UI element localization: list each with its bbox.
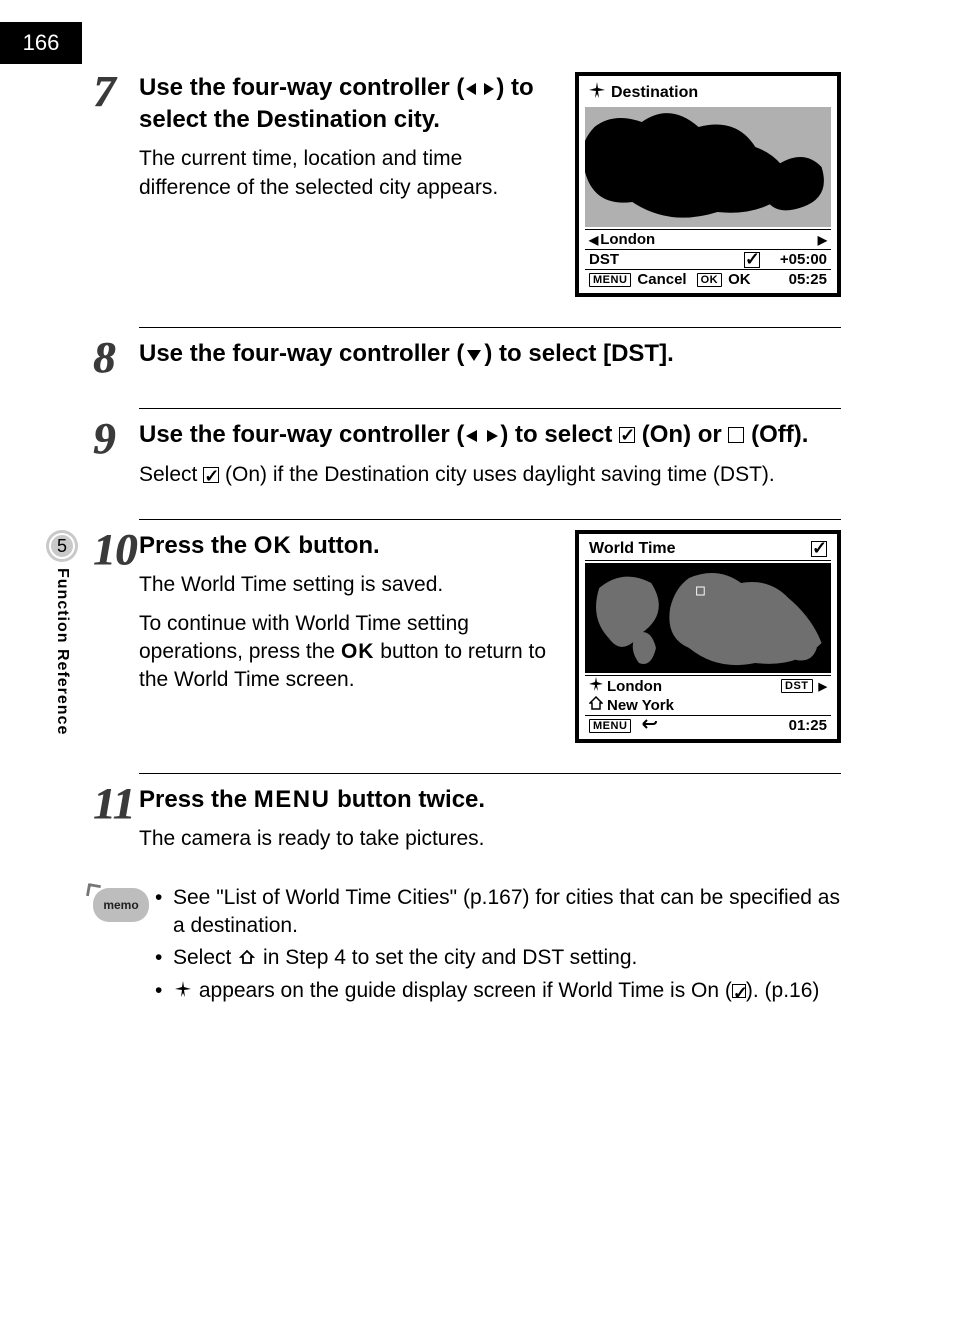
home-city: New York xyxy=(607,697,674,714)
step-8: 8 Use the four-way controller () to sele… xyxy=(93,338,841,378)
lcd-destination-screen: Destination ◀ xyxy=(575,72,841,297)
time-value: 05:25 xyxy=(789,271,827,288)
back-arrow-icon xyxy=(637,717,657,734)
memo-block: memo See "List of World Time Cities" (p.… xyxy=(93,884,841,1010)
lcd-bottom-row: MENU 01:25 xyxy=(585,715,831,735)
checkbox-checked-icon xyxy=(619,427,635,443)
memo-item-3: appears on the guide display screen if W… xyxy=(155,977,841,1006)
step-number: 8 xyxy=(93,338,139,378)
lcd-worldtime-screen: World Time xyxy=(575,530,841,743)
step-description: Select (On) if the Destination city uses… xyxy=(139,461,841,489)
lcd-dst-row: DST +05:00 xyxy=(585,249,831,269)
plane-icon xyxy=(589,677,603,695)
home-icon xyxy=(589,696,603,714)
plane-icon xyxy=(589,82,605,103)
home-icon xyxy=(239,945,255,973)
checkbox-checked-icon xyxy=(203,467,219,483)
dest-city: London xyxy=(607,678,662,695)
side-tab: 5 Function Reference xyxy=(40,530,84,735)
left-arrow-icon: ◀ xyxy=(589,233,598,247)
step-description: The camera is ready to take pictures. xyxy=(139,825,841,853)
step-9: 9 Use the four-way controller () to sele… xyxy=(93,419,841,490)
right-arrow-icon: ▶ xyxy=(819,680,827,693)
step-title: Press the OK button. xyxy=(139,530,557,561)
checkbox-checked-icon xyxy=(811,541,827,557)
left-right-arrows-icon xyxy=(466,420,498,451)
memo-icon: memo xyxy=(93,884,155,922)
down-arrow-icon xyxy=(466,339,482,370)
step-number: 11 xyxy=(93,784,139,824)
menu-badge: MENU xyxy=(589,719,631,733)
step-10: 10 Press the OK button. The World Time s… xyxy=(93,530,841,743)
lcd-home-row: New York xyxy=(585,696,831,715)
menu-badge: MENU xyxy=(589,273,631,287)
memo-item-1: See "List of World Time Cities" (p.167) … xyxy=(155,884,841,941)
cancel-label: Cancel xyxy=(637,271,686,288)
lcd-dest-row: London DST ▶ xyxy=(585,675,831,696)
step-number: 7 xyxy=(93,72,139,112)
step-description-2: To continue with World Time setting oper… xyxy=(139,610,557,695)
checkbox-checked-icon xyxy=(732,984,746,998)
ok-badge: OK xyxy=(697,273,723,287)
left-right-arrows-icon xyxy=(466,73,494,104)
time-offset: +05:00 xyxy=(780,251,827,268)
time-value: 01:25 xyxy=(789,717,827,734)
memo-item-2: Select in Step 4 to set the city and DST… xyxy=(155,944,841,973)
checkbox-checked-icon xyxy=(744,252,760,268)
chapter-badge: 5 xyxy=(46,530,78,562)
step-11: 11 Press the MENU button twice. The came… xyxy=(93,784,841,854)
step-number: 10 xyxy=(93,530,139,570)
lcd-world-map xyxy=(585,563,831,673)
step-title: Use the four-way controller () to select… xyxy=(139,72,557,135)
step-title: Use the four-way controller () to select… xyxy=(139,419,841,451)
step-description-1: The World Time setting is saved. xyxy=(139,571,557,599)
step-title: Press the MENU button twice. xyxy=(139,784,841,815)
step-title: Use the four-way controller () to select… xyxy=(139,338,841,370)
checkbox-empty-icon xyxy=(728,427,744,443)
lcd-title: Destination xyxy=(611,84,698,102)
step-number: 9 xyxy=(93,419,139,459)
dst-label: DST xyxy=(589,251,619,268)
chapter-label: Function Reference xyxy=(53,568,71,735)
plane-icon xyxy=(175,977,191,1005)
city-name: London xyxy=(600,231,655,248)
lcd-city-row: ◀ London ▶ xyxy=(585,229,831,249)
ok-label: OK xyxy=(728,271,751,288)
lcd-europe-map xyxy=(585,107,831,227)
step-7: 7 Use the four-way controller () to sele… xyxy=(93,72,841,297)
lcd-bottom-row: MENU Cancel OK OK 05:25 xyxy=(585,269,831,289)
lcd-title: World Time xyxy=(589,540,676,558)
step-description: The current time, location and time diff… xyxy=(139,145,557,202)
right-arrow-icon: ▶ xyxy=(818,233,827,247)
dst-badge: DST xyxy=(781,679,813,693)
page-number: 166 xyxy=(0,22,82,64)
